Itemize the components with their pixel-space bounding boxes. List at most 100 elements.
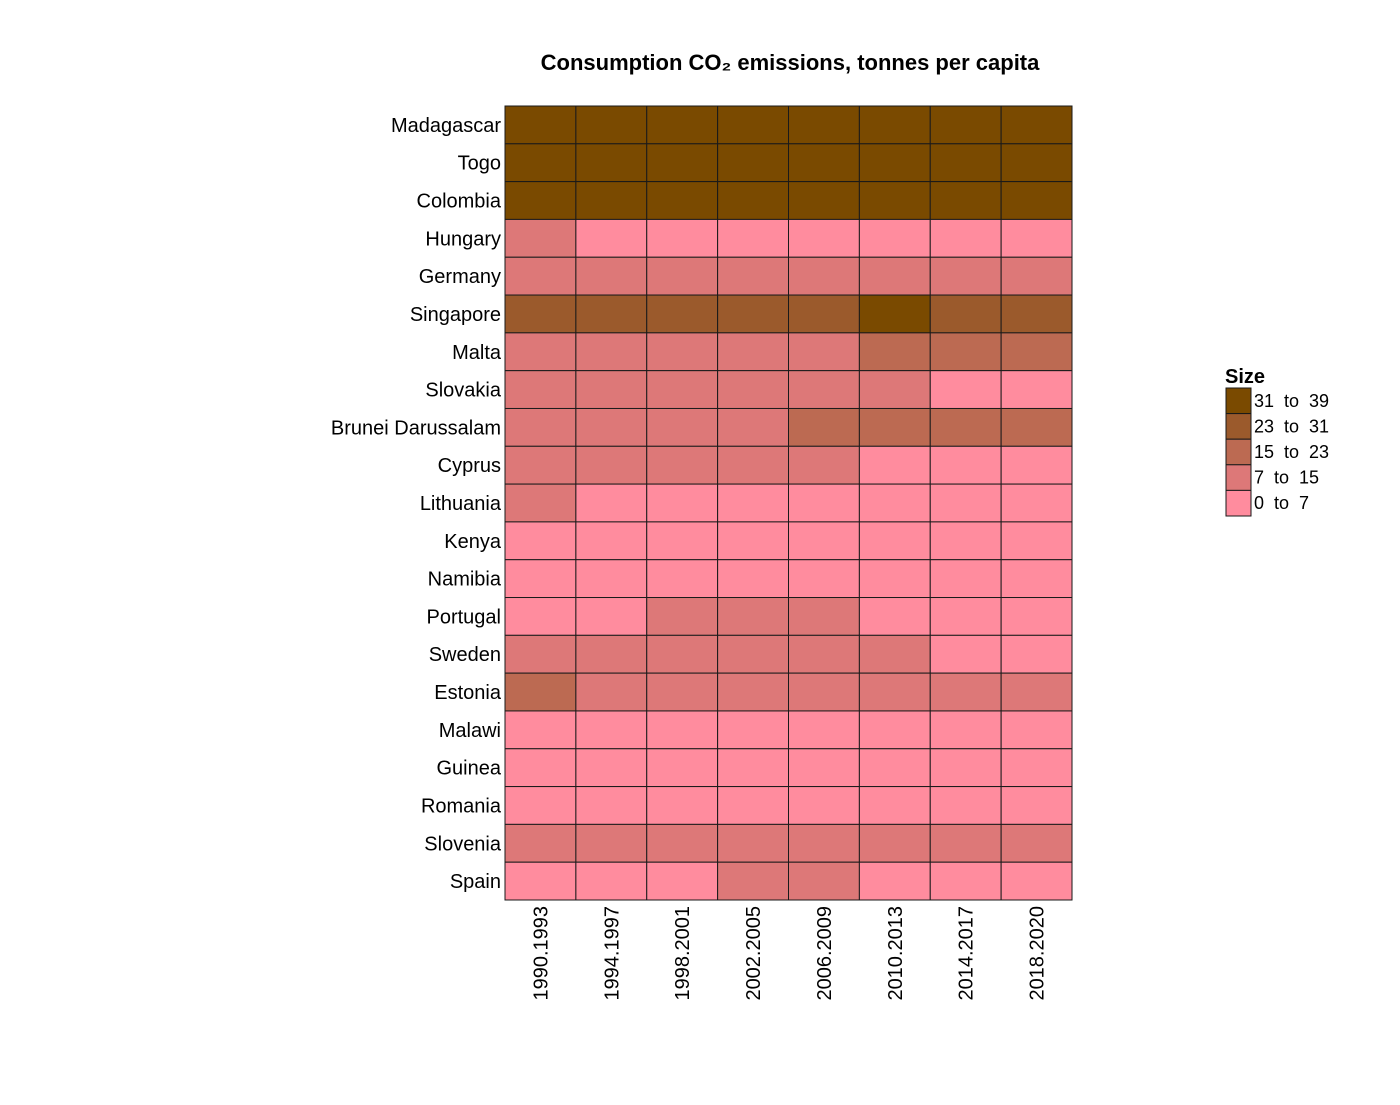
heatmap-cell bbox=[504, 218, 577, 258]
heatmap-cells bbox=[504, 105, 1073, 901]
legend-label: 15 to 23 bbox=[1254, 442, 1329, 462]
row-label: Cyprus bbox=[438, 455, 501, 477]
row-label: Lithuania bbox=[420, 493, 502, 515]
heatmap-cell bbox=[1000, 407, 1073, 447]
row-label: Slovakia bbox=[425, 380, 501, 402]
heatmap-cell bbox=[575, 143, 648, 183]
heatmap-cell bbox=[858, 407, 931, 447]
heatmap-cell bbox=[788, 181, 860, 220]
heatmap-cell bbox=[1000, 181, 1073, 220]
legend-swatch bbox=[1225, 387, 1252, 415]
heatmap-cell bbox=[929, 483, 1002, 523]
heatmap-cell bbox=[1000, 483, 1073, 523]
heatmap-cell bbox=[646, 634, 719, 674]
heatmap-cell bbox=[504, 407, 577, 447]
heatmap-cell bbox=[646, 256, 719, 296]
heatmap-cell bbox=[504, 521, 577, 561]
heatmap-cell bbox=[504, 105, 577, 145]
plot-border bbox=[504, 105, 1073, 901]
heatmap-cell bbox=[1000, 710, 1073, 750]
heatmap-cell bbox=[575, 748, 648, 788]
heatmap-cell bbox=[788, 748, 860, 788]
heatmap-cell bbox=[504, 181, 577, 220]
heatmap-cell bbox=[504, 370, 577, 409]
heatmap-cell bbox=[717, 672, 790, 712]
heatmap-cell bbox=[1000, 294, 1073, 334]
column-label: 2002.2005 bbox=[743, 906, 765, 1001]
row-label: Brunei Darussalam bbox=[331, 417, 501, 439]
heatmap-cell bbox=[717, 407, 790, 447]
heatmap-cell bbox=[717, 332, 790, 372]
heatmap-cell bbox=[1000, 521, 1073, 561]
row-label: Hungary bbox=[425, 228, 501, 250]
column-label: 1990.1993 bbox=[530, 906, 552, 1001]
heatmap-cell bbox=[717, 823, 790, 863]
row-label: Namibia bbox=[428, 569, 502, 591]
row-label: Kenya bbox=[444, 531, 502, 553]
heatmap-cell bbox=[504, 143, 577, 183]
row-label: Colombia bbox=[417, 191, 502, 213]
legend-label: 7 to 15 bbox=[1254, 468, 1319, 488]
row-label: Romania bbox=[421, 795, 502, 817]
heatmap-cell bbox=[717, 483, 790, 523]
legend-label: 31 to 39 bbox=[1254, 391, 1329, 411]
heatmap-cell bbox=[858, 332, 931, 372]
heatmap-cell bbox=[788, 407, 860, 447]
heatmap-cell bbox=[929, 332, 1002, 372]
row-label: Singapore bbox=[410, 304, 501, 326]
heatmap-cell bbox=[858, 181, 931, 220]
legend-items: 31 to 39 23 to 31 15 to 23 7 to 15 0 to 7 bbox=[1225, 387, 1329, 517]
heatmap-cell bbox=[504, 332, 577, 372]
heatmap-cell bbox=[575, 710, 648, 750]
heatmap-cell bbox=[929, 181, 1002, 220]
heatmap-cell bbox=[646, 407, 719, 447]
heatmap-cell bbox=[788, 710, 860, 750]
heatmap-cell bbox=[646, 181, 719, 220]
heatmap-cell bbox=[929, 861, 1002, 901]
heatmap-cell bbox=[788, 483, 860, 523]
heatmap-cell bbox=[1000, 370, 1073, 409]
heatmap-cell bbox=[717, 710, 790, 750]
heatmap-cell bbox=[788, 218, 860, 258]
heatmap-cell bbox=[717, 445, 790, 485]
heatmap-cell bbox=[1000, 105, 1073, 145]
heatmap-cell bbox=[1000, 597, 1073, 636]
row-label: Germany bbox=[419, 266, 501, 288]
heatmap-cell bbox=[929, 786, 1002, 825]
heatmap-cell bbox=[788, 445, 860, 485]
legend-swatch bbox=[1225, 413, 1252, 440]
heatmap-cell bbox=[858, 218, 931, 258]
heatmap-cell bbox=[929, 407, 1002, 447]
column-label: 2006.2009 bbox=[814, 906, 836, 1001]
legend-title: Size bbox=[1225, 366, 1265, 388]
column-label: 1998.2001 bbox=[672, 906, 694, 1001]
heatmap-cell bbox=[717, 861, 790, 901]
row-label: Madagascar bbox=[391, 115, 501, 137]
heatmap-cell bbox=[929, 294, 1002, 334]
heatmap-cell bbox=[788, 294, 860, 334]
heatmap-cell bbox=[929, 143, 1002, 183]
heatmap-cell bbox=[929, 710, 1002, 750]
heatmap-cell bbox=[929, 634, 1002, 674]
heatmap-cell bbox=[858, 294, 931, 334]
column-label: 2010.2013 bbox=[885, 906, 907, 1001]
heatmap-cell bbox=[575, 332, 648, 372]
heatmap-cell bbox=[788, 370, 860, 409]
heatmap-cell bbox=[646, 823, 719, 863]
heatmap-cell bbox=[858, 861, 931, 901]
heatmap-cell bbox=[504, 445, 577, 485]
heatmap-cell bbox=[858, 559, 931, 599]
heatmap-cell bbox=[717, 294, 790, 334]
heatmap-cell bbox=[575, 483, 648, 523]
heatmap-cell bbox=[929, 823, 1002, 863]
row-label: Sweden bbox=[429, 644, 501, 666]
row-label: Togo bbox=[458, 153, 501, 175]
heatmap-cell bbox=[858, 786, 931, 825]
legend-swatch bbox=[1225, 438, 1252, 466]
heatmap-cell bbox=[575, 370, 648, 409]
heatmap-cell bbox=[717, 786, 790, 825]
heatmap-cell bbox=[1000, 143, 1073, 183]
heatmap-cell bbox=[646, 521, 719, 561]
